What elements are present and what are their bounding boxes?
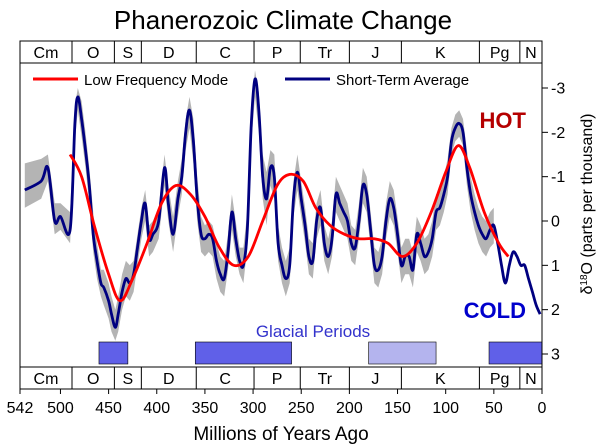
glacial-period-bar-1 [98,341,129,365]
legend-label-low-frequency: Low Frequency Mode [84,72,228,89]
bottom-strip-period-d: D [163,371,175,388]
bottom-strip-period-n: N [525,371,537,388]
period-strip-top: Cm O S D C P Tr J K Pg N [19,40,543,64]
top-strip-period-o: O [87,45,99,62]
y-axis: -3 -2 -1 0 1 2 3 [542,81,565,364]
x-tick-label-0: 0 [538,400,547,417]
top-strip-period-pg: Pg [490,45,510,62]
y-tick-label-4: 1 [551,258,560,275]
hot-annotation: HOT [480,108,527,133]
top-strip-period-tr: Tr [318,45,333,62]
x-tick-label-400: 400 [143,400,170,417]
legend: Low Frequency Mode Short-Term Average [33,72,469,89]
top-strip-period-c: C [219,45,231,62]
top-strip-frame [19,40,543,64]
y-axis-label-delta: δ [579,286,596,295]
x-axis: 542 500 450 400 350 300 250 200 150 100 50 0 [7,389,547,417]
bottom-strip-period-tr: Tr [318,371,333,388]
bottom-strip-period-k: K [435,371,446,388]
glacial-periods-layer [98,341,543,365]
y-tick-label-5: 2 [551,302,560,319]
x-tick-label-350: 350 [192,400,219,417]
chart-title: Phanerozoic Climate Change [114,5,452,35]
y-tick-label-3: 0 [551,214,560,231]
bottom-strip-period-j: J [371,371,379,388]
top-strip-period-d: D [163,45,175,62]
uncertainty-band [24,70,494,341]
x-tick-label-50: 50 [485,400,503,417]
glacial-period-bar-2 [194,341,292,365]
x-tick-label-450: 450 [95,400,122,417]
x-tick-label-200: 200 [336,400,363,417]
top-strip-period-j: J [371,45,379,62]
top-strip-period-cm: Cm [34,45,59,62]
bottom-strip-period-o: O [87,371,99,388]
x-tick-label-150: 150 [384,400,411,417]
top-strip-period-k: K [435,45,446,62]
period-strip-bottom: Cm O S D C P Tr J K Pg N [19,366,543,390]
y-axis-label-superscript: 18 [579,274,590,286]
uncertainty-band-layer [24,70,494,341]
bottom-strip-period-cm: Cm [34,371,59,388]
y-tick-label-2: -1 [551,169,565,186]
y-tick-label-1: -2 [551,125,565,142]
cold-annotation: COLD [464,298,526,323]
x-axis-label: Millions of Years Ago [193,424,368,445]
bottom-strip-frame [19,366,543,390]
top-strip-period-p: P [272,45,283,62]
x-tick-label-500: 500 [47,400,74,417]
series-layer [24,77,542,329]
glacial-period-bar-4 [488,341,543,365]
glacial-periods-label: Glacial Periods [256,322,370,341]
glacial-period-bar-3 [368,341,437,365]
bottom-strip-period-s: S [123,371,134,388]
y-axis-label: δ18O (parts per thousand) [579,114,597,295]
x-tick-label-542: 542 [7,400,34,417]
bottom-strip-period-pg: Pg [490,371,510,388]
top-strip-period-s: S [123,45,134,62]
x-tick-label-100: 100 [432,400,459,417]
y-axis-label-text: O (parts per thousand) [579,114,596,275]
bottom-strip-period-c: C [219,371,231,388]
bottom-strip-period-p: P [272,371,283,388]
x-tick-label-250: 250 [288,400,315,417]
y-tick-label-0: -3 [551,81,565,98]
x-tick-label-300: 300 [240,400,267,417]
top-strip-period-n: N [525,45,537,62]
y-tick-label-6: 3 [551,347,560,364]
legend-label-short-term: Short-Term Average [336,72,469,89]
series-low-frequency-mode [68,144,510,303]
